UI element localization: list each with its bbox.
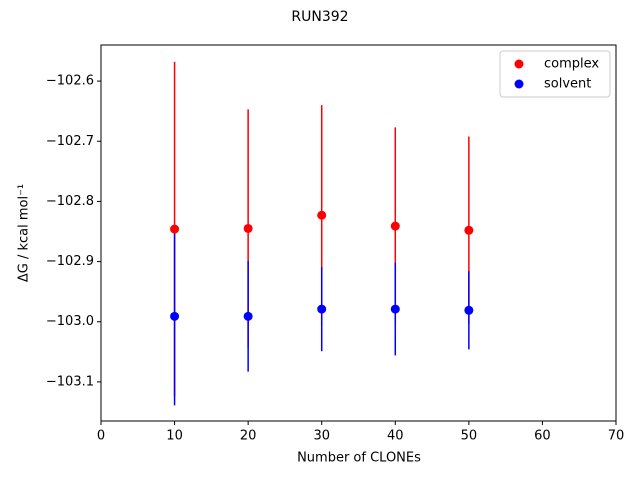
legend-marker (514, 59, 524, 69)
x-tick-label: 10 (166, 429, 183, 444)
y-tick-label: −102.9 (46, 254, 94, 269)
y-tick-label: −102.7 (46, 134, 94, 149)
point (464, 225, 474, 235)
point (317, 304, 327, 314)
x-axis-label: Number of CLONEs (297, 451, 421, 466)
y-tick-label: −102.8 (46, 194, 94, 209)
legend-box (499, 50, 611, 98)
legend-label: complex (544, 57, 599, 72)
point (170, 224, 180, 234)
point (243, 311, 253, 321)
y-tick-label: −103.1 (46, 374, 94, 389)
point (317, 210, 327, 220)
point (170, 311, 180, 321)
x-tick-label: 20 (240, 429, 257, 444)
chart-title: RUN392 (291, 9, 348, 25)
x-tick-label: 30 (313, 429, 330, 444)
y-tick-label: −102.6 (46, 74, 94, 89)
point (243, 223, 253, 233)
point (464, 305, 474, 315)
plot-frame (100, 44, 617, 422)
x-tick-label: 40 (387, 429, 404, 444)
point (390, 304, 400, 314)
x-tick-label: 0 (97, 429, 105, 444)
legend-label: solvent (544, 77, 591, 92)
x-tick-label: 50 (461, 429, 478, 444)
legend-marker (514, 79, 524, 89)
y-axis-label: ΔG / kcal mol⁻¹ (17, 184, 32, 282)
x-tick-label: 70 (608, 429, 625, 444)
point (390, 221, 400, 231)
y-tick-label: −103.0 (46, 314, 94, 329)
x-tick-label: 60 (534, 429, 551, 444)
